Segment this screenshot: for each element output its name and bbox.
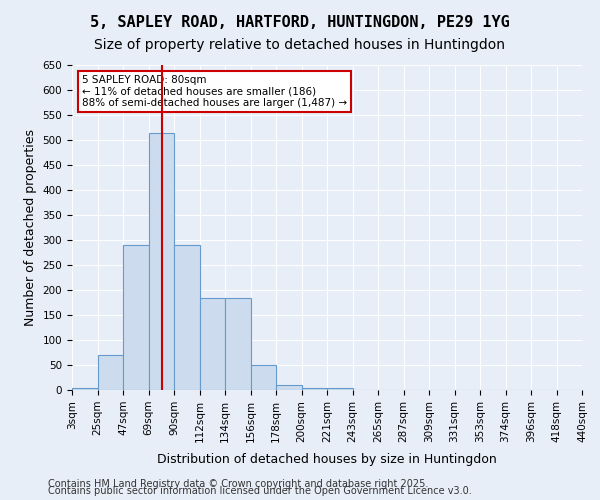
Bar	[251, 365, 276, 390]
X-axis label: Distribution of detached houses by size in Huntingdon: Distribution of detached houses by size …	[157, 453, 497, 466]
Bar	[302, 388, 327, 390]
Bar	[276, 385, 302, 390]
Bar	[149, 132, 174, 390]
Bar	[327, 388, 353, 390]
Bar	[199, 298, 225, 390]
Text: 5, SAPLEY ROAD, HARTFORD, HUNTINGDON, PE29 1YG: 5, SAPLEY ROAD, HARTFORD, HUNTINGDON, PE…	[90, 15, 510, 30]
Text: Contains public sector information licensed under the Open Government Licence v3: Contains public sector information licen…	[48, 486, 472, 496]
Bar	[225, 298, 251, 390]
Text: Contains HM Land Registry data © Crown copyright and database right 2025.: Contains HM Land Registry data © Crown c…	[48, 479, 428, 489]
Bar	[123, 245, 149, 390]
Bar	[174, 245, 199, 390]
Bar	[97, 355, 123, 390]
Bar	[72, 388, 97, 390]
Y-axis label: Number of detached properties: Number of detached properties	[24, 129, 37, 326]
Text: 5 SAPLEY ROAD: 80sqm
← 11% of detached houses are smaller (186)
88% of semi-deta: 5 SAPLEY ROAD: 80sqm ← 11% of detached h…	[82, 74, 347, 108]
Text: Size of property relative to detached houses in Huntingdon: Size of property relative to detached ho…	[95, 38, 505, 52]
